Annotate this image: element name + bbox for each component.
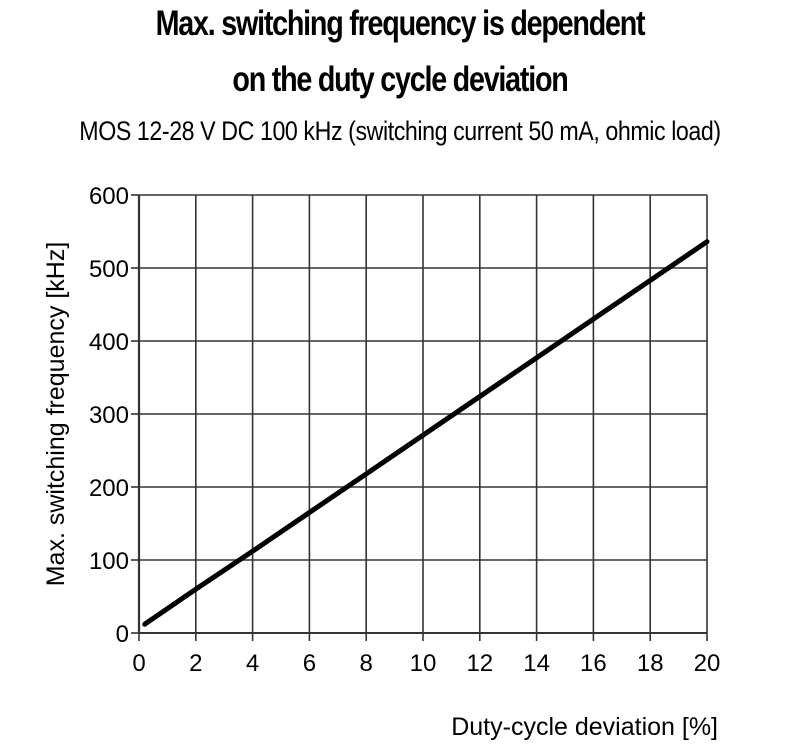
x-axis-label: Duty-cycle deviation [%] bbox=[451, 713, 718, 741]
x-tick-label: 18 bbox=[637, 650, 664, 677]
data-line bbox=[142, 239, 710, 627]
x-tick-label: 10 bbox=[410, 650, 437, 677]
y-tick-label: 600 bbox=[89, 183, 129, 210]
chart-title-line1: Max. switching frequency is dependent bbox=[155, 4, 646, 43]
x-tick-label: 16 bbox=[580, 650, 607, 677]
chart-title-line2: on the duty cycle deviation bbox=[232, 60, 568, 99]
grid-lines bbox=[137, 194, 708, 634]
x-tick-labels: 0 2 4 6 8 10 12 14 16 18 20 bbox=[132, 650, 720, 677]
y-tick-label: 200 bbox=[89, 475, 129, 502]
x-tick-label: 12 bbox=[466, 650, 493, 677]
x-tick-label: 4 bbox=[246, 650, 259, 677]
y-tick-label: 500 bbox=[89, 256, 129, 283]
x-tick-label: 2 bbox=[189, 650, 202, 677]
y-tick-label: 0 bbox=[116, 621, 129, 648]
x-tick-label: 14 bbox=[523, 650, 550, 677]
y-tick-label: 100 bbox=[89, 548, 129, 575]
axis-ticks bbox=[131, 194, 708, 641]
x-tick-label: 0 bbox=[132, 650, 145, 677]
x-tick-label: 8 bbox=[360, 650, 373, 677]
chart-subtitle: MOS 12-28 V DC 100 kHz (switching curren… bbox=[79, 116, 721, 146]
x-tick-label: 6 bbox=[303, 650, 316, 677]
x-tick-label: 20 bbox=[694, 650, 721, 677]
y-tick-label: 300 bbox=[89, 402, 129, 429]
y-tick-labels: 0 100 200 300 400 500 600 bbox=[89, 183, 129, 648]
y-tick-label: 400 bbox=[89, 329, 129, 356]
y-axis-label: Max. switching frequency [kHz] bbox=[42, 242, 70, 587]
